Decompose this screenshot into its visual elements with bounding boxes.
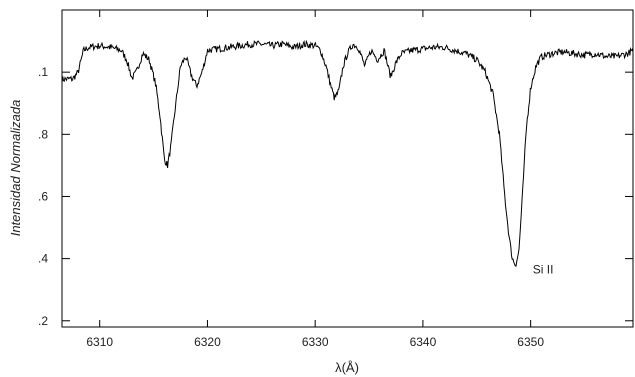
y-tick-label: .8 — [38, 127, 48, 141]
spectrum-line — [61, 39, 634, 267]
y-tick-label: .2 — [38, 314, 48, 328]
x-axis-title: λ(Å) — [335, 360, 359, 375]
y-axis-title: Intensidad Normalizada — [8, 100, 23, 237]
y-tick-label: .4 — [38, 252, 48, 266]
plot-frame — [61, 9, 634, 328]
y-tick-label: .6 — [38, 189, 48, 203]
annotation-label: Si II — [533, 263, 554, 277]
x-tick-label: 6350 — [517, 335, 544, 349]
y-axis: .2 .4 .6 .8 .1 — [38, 65, 633, 328]
x-tick-label: 6320 — [194, 335, 221, 349]
x-axis: 6310 6320 6330 6340 6350 — [86, 10, 544, 349]
x-tick-label: 6310 — [86, 335, 113, 349]
x-tick-label: 6340 — [410, 335, 437, 349]
y-tick-label: .1 — [38, 65, 48, 79]
annotations: Si II — [533, 263, 554, 277]
x-tick-label: 6330 — [302, 335, 329, 349]
